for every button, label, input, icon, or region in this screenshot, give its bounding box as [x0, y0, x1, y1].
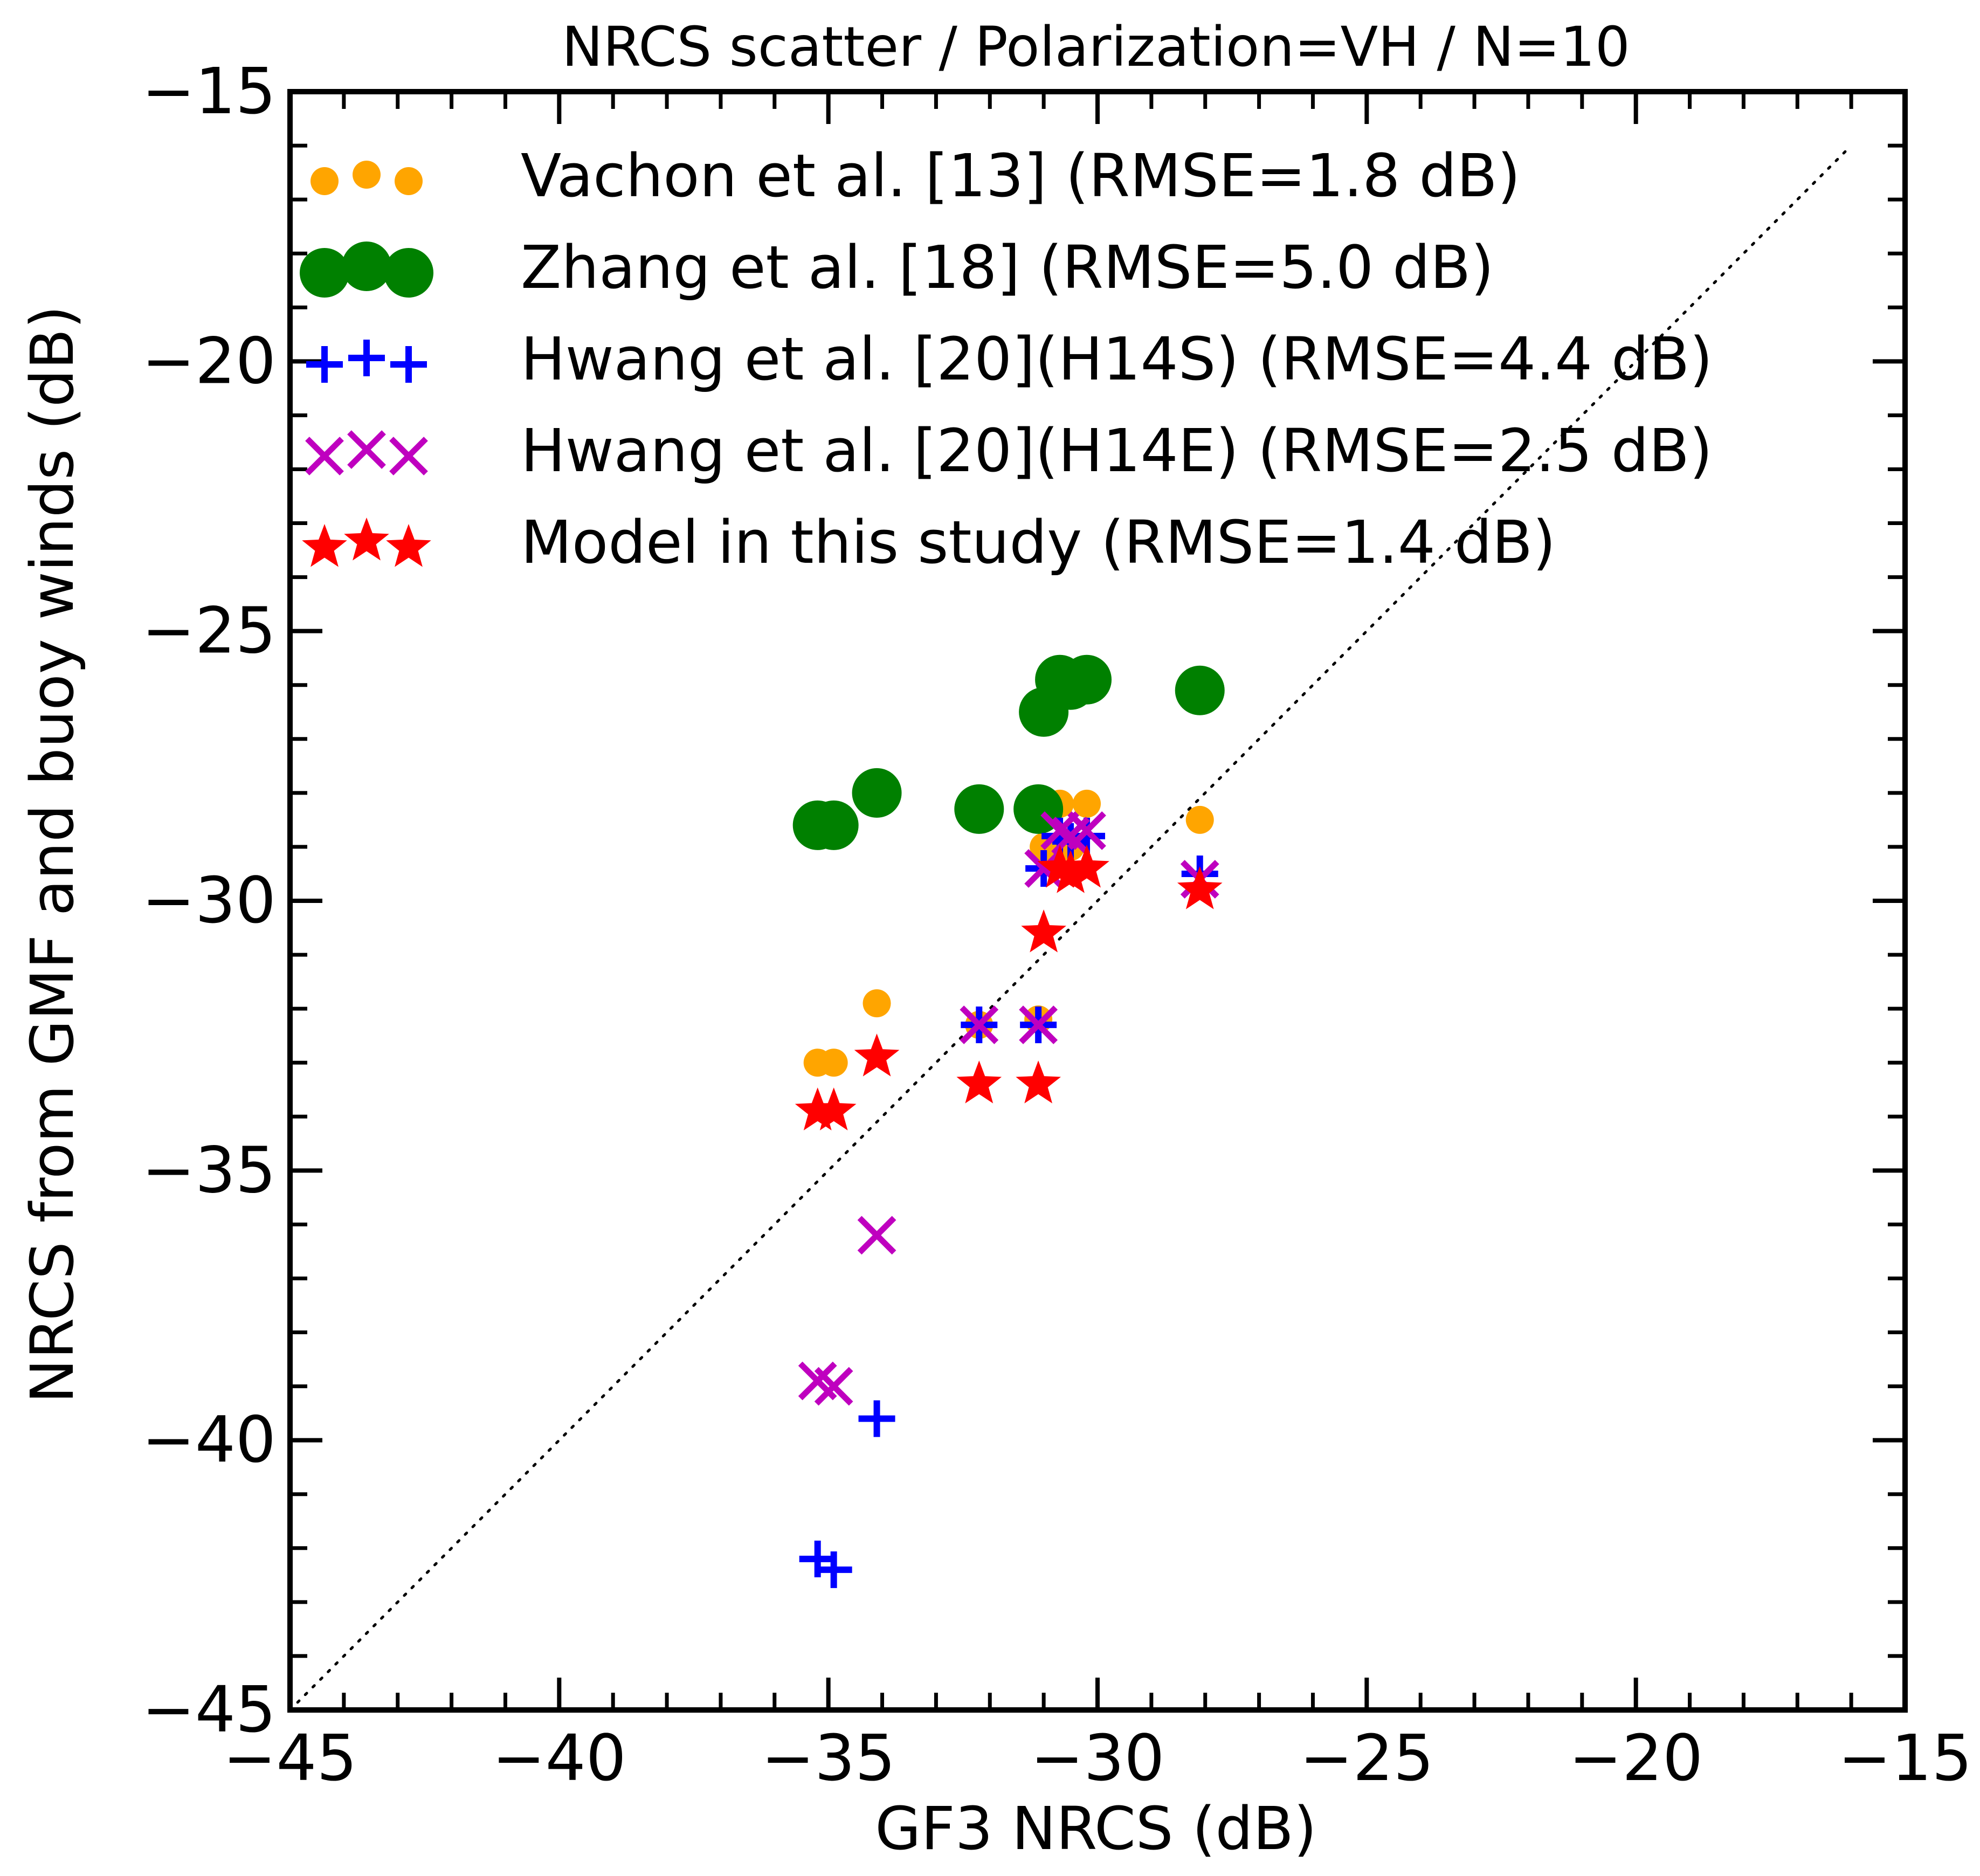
point-dot-1	[819, 1049, 848, 1077]
y-tick-label: −40	[142, 1403, 276, 1477]
legend-marker-circle	[342, 242, 391, 291]
legend-marker-circle	[384, 248, 433, 298]
legend-label: Hwang et al. [20](H14S) (RMSE=4.4 dB)	[521, 325, 1713, 394]
one-to-one-reference-line	[288, 144, 1853, 1712]
legend-entry-circle: Zhang et al. [18] (RMSE=5.0 dB)	[300, 233, 1494, 302]
chart-title: NRCS scatter / Polarization=VH / N=10	[562, 15, 1630, 79]
point-x-4	[1019, 1005, 1058, 1045]
x-tick-label: −25	[1300, 1721, 1434, 1795]
point-circle-3	[954, 784, 1004, 834]
x-tick-label: −35	[761, 1721, 895, 1795]
point-plus-1	[815, 1551, 852, 1588]
legend-entry-x: Hwang et al. [20](H14E) (RMSE=2.5 dB)	[305, 416, 1713, 485]
x-tick-label: −20	[1569, 1721, 1703, 1795]
point-star-5	[1021, 909, 1066, 953]
legend-marker-star	[386, 524, 431, 567]
point-star-2	[854, 1033, 900, 1077]
legend-label: Vachon et al. [13] (RMSE=1.8 dB)	[521, 141, 1521, 210]
legend-marker-plus	[306, 346, 343, 383]
point-circle-8	[1175, 665, 1225, 715]
legend-entry-star: Model in this study (RMSE=1.4 dB)	[302, 508, 1556, 577]
point-star-3	[956, 1060, 1002, 1103]
series-star	[795, 845, 1223, 1130]
y-tick-label: −45	[142, 1672, 276, 1747]
legend-marker-star	[302, 524, 347, 567]
y-tick-label: −25	[142, 594, 276, 668]
legend-marker-x	[389, 437, 428, 475]
legend-marker-x	[305, 437, 344, 475]
legend-marker-x	[347, 430, 386, 469]
y-tick-label: −30	[142, 863, 276, 937]
legend-marker-circle	[300, 248, 349, 298]
point-x-2	[857, 1216, 896, 1255]
legend-marker-plus	[348, 340, 385, 376]
point-circle-1	[809, 800, 859, 850]
series-x	[798, 811, 1219, 1406]
y-tick-label: −20	[142, 323, 276, 398]
series-circle	[792, 654, 1225, 850]
x-tick-label: −40	[492, 1721, 626, 1795]
x-tick-label: −30	[1030, 1721, 1164, 1795]
legend-marker-dot	[311, 167, 339, 195]
legend-marker-star	[344, 518, 389, 561]
point-star-7	[1064, 845, 1109, 888]
point-circle-2	[852, 768, 902, 818]
point-x-3	[960, 1005, 999, 1045]
legend-marker-dot	[395, 167, 423, 195]
series-dot	[803, 789, 1214, 1077]
legend-entry-plus: Hwang et al. [20](H14S) (RMSE=4.4 dB)	[306, 325, 1713, 394]
point-dot-8	[1185, 805, 1214, 834]
y-tick-label: −35	[142, 1133, 276, 1207]
legend-label: Hwang et al. [20](H14E) (RMSE=2.5 dB)	[521, 416, 1713, 485]
legend-label: Model in this study (RMSE=1.4 dB)	[521, 508, 1556, 577]
legend-marker-plus	[390, 346, 427, 383]
point-star-1	[811, 1087, 857, 1130]
point-dot-2	[863, 989, 891, 1018]
x-axis-label: GF3 NRCS (dB)	[875, 1794, 1316, 1863]
y-tick-label: −15	[142, 54, 276, 128]
point-plus-2	[858, 1400, 895, 1437]
y-axis-label: NRCS from GMF and buoy winds (dB)	[18, 306, 87, 1403]
point-circle-9	[1046, 660, 1096, 710]
legend-marker-dot	[353, 161, 381, 189]
x-tick-label: −45	[223, 1721, 357, 1795]
point-x-1	[814, 1367, 853, 1406]
point-star-9	[1048, 850, 1093, 893]
legend-entry-dot: Vachon et al. [13] (RMSE=1.8 dB)	[311, 141, 1521, 210]
series-plus	[799, 817, 1218, 1588]
point-dot-7	[1073, 789, 1101, 818]
x-tick-label: −15	[1838, 1721, 1972, 1795]
point-star-4	[1016, 1060, 1061, 1103]
point-star-8	[1177, 866, 1223, 909]
legend-label: Zhang et al. [18] (RMSE=5.0 dB)	[521, 233, 1494, 302]
